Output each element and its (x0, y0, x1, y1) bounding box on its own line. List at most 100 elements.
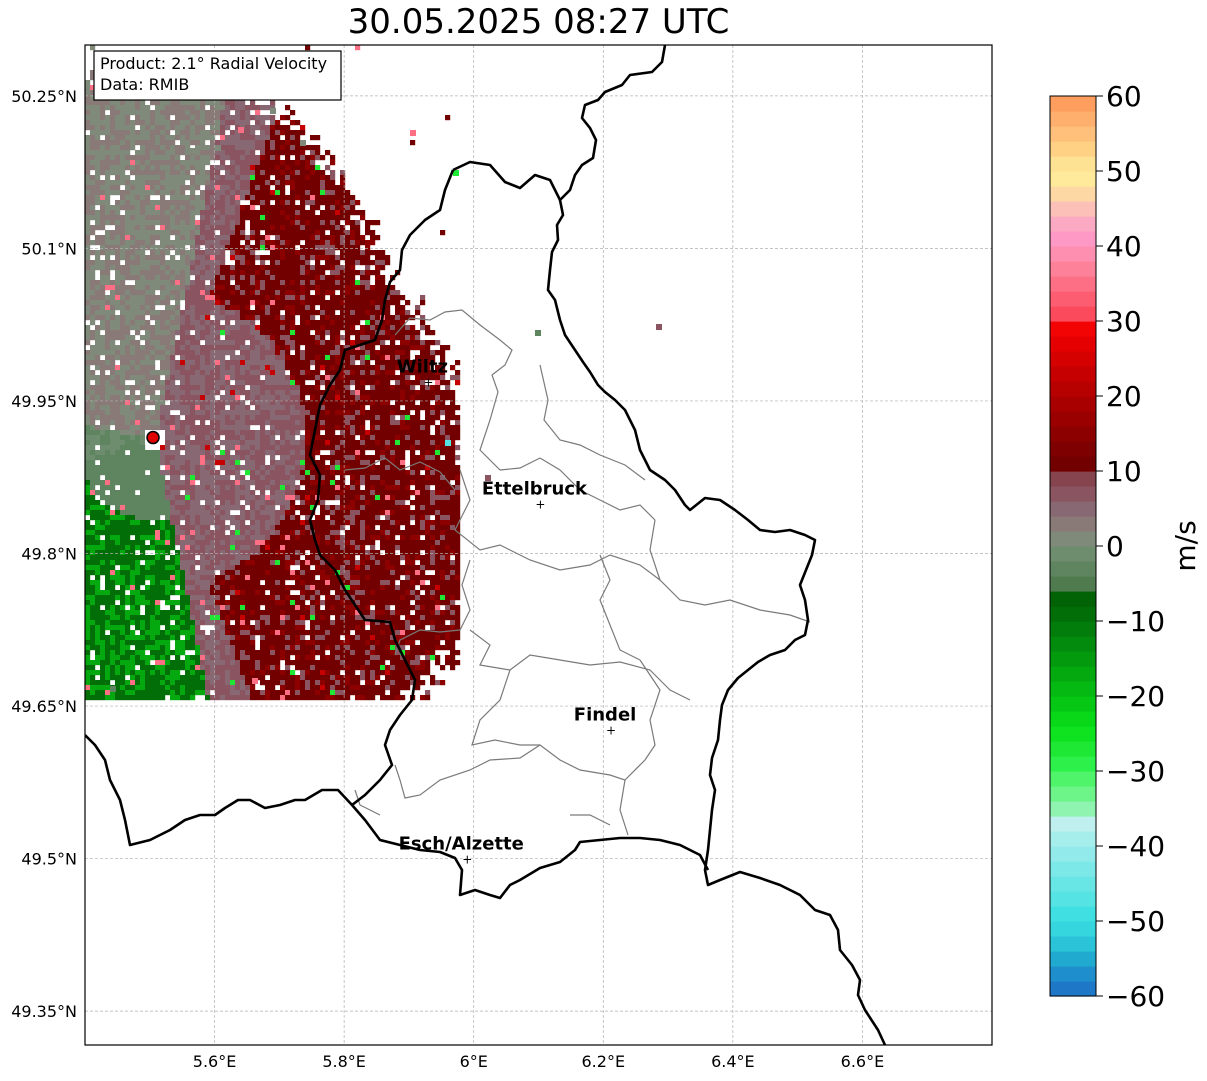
echo-pixel (340, 195, 346, 201)
echo-pixel (375, 440, 381, 446)
echo-pixel (95, 160, 101, 166)
echo-pixel (140, 230, 146, 236)
echo-pixel (150, 375, 156, 381)
echo-pixel (295, 355, 301, 361)
echo-pixel (240, 350, 246, 356)
echo-pixel (320, 330, 326, 336)
echo-pixel (325, 395, 331, 401)
echo-pixel (270, 160, 276, 166)
echo-pixel (95, 365, 101, 371)
echo-pixel (200, 420, 206, 426)
echo-pixel (270, 115, 276, 121)
echo-pixel (345, 290, 351, 296)
echo-pixel (205, 195, 211, 201)
echo-pixel (260, 430, 266, 436)
echo-pixel (145, 240, 151, 246)
echo-pixel (215, 435, 221, 441)
echo-pixel (245, 330, 251, 336)
echo-pixel (200, 495, 206, 501)
echo-pixel (120, 360, 126, 366)
echo-pixel (380, 250, 386, 256)
echo-pixel (180, 465, 186, 471)
echo-pixel (250, 365, 256, 371)
echo-pixel (390, 490, 396, 496)
echo-pixel (305, 425, 311, 431)
echo-pixel (370, 250, 376, 256)
echo-pixel (105, 280, 111, 286)
echo-pixel (200, 230, 206, 236)
echo-pixel (135, 445, 141, 451)
echo-pixel (225, 500, 231, 506)
echo-pixel (150, 200, 156, 206)
echo-pixel (320, 250, 326, 256)
echo-pixel (165, 295, 171, 301)
echo-pixel (245, 335, 251, 341)
echo-pixel (340, 190, 346, 196)
echo-pixel (280, 210, 286, 216)
echo-pixel (365, 295, 371, 301)
echo-pixel (220, 175, 226, 181)
echo-pixel (305, 340, 311, 346)
echo-pixel (400, 375, 406, 381)
echo-pixel (200, 285, 206, 291)
echo-pixel (85, 335, 91, 341)
echo-pixel (185, 415, 191, 421)
echo-pixel (125, 190, 131, 196)
echo-pixel (195, 185, 201, 191)
echo-pixel (270, 430, 276, 436)
echo-pixel (100, 250, 106, 256)
echo-pixel (440, 350, 446, 356)
echo-pixel (295, 215, 301, 221)
echo-pixel (115, 325, 121, 331)
echo-pixel (150, 345, 156, 351)
echo-pixel (430, 375, 436, 381)
echo-pixel (215, 225, 221, 231)
echo-pixel (180, 165, 186, 171)
echo-pixel (220, 205, 226, 211)
echo-pixel (390, 325, 396, 331)
echo-pixel (185, 215, 191, 221)
echo-pixel (220, 370, 226, 376)
echo-pixel (300, 315, 306, 321)
echo-pixel (215, 345, 221, 351)
echo-pixel (325, 425, 331, 431)
echo-pixel (375, 430, 381, 436)
echo-pixel (145, 280, 151, 286)
echo-pixel (380, 290, 386, 296)
echo-pixel (195, 125, 201, 131)
echo-pixel (100, 205, 106, 211)
echo-pixel (225, 375, 231, 381)
echo-pixel (100, 145, 106, 151)
echo-pixel (380, 325, 386, 331)
echo-pixel (455, 370, 461, 376)
echo-pixel (260, 480, 266, 486)
echo-pixel (305, 185, 311, 191)
echo-pixel (190, 395, 196, 401)
echo-pixel (385, 365, 391, 371)
echo-pixel (350, 465, 356, 471)
echo-pixel (300, 445, 306, 451)
echo-pixel (170, 485, 176, 491)
echo-pixel (350, 235, 356, 241)
echo-pixel (305, 190, 311, 196)
echo-pixel (175, 110, 181, 116)
echo-pixel (85, 255, 91, 261)
echo-pixel (260, 150, 266, 156)
echo-pixel (420, 390, 426, 396)
echo-pixel (110, 340, 116, 346)
echo-pixel (370, 455, 376, 461)
echo-pixel (225, 280, 231, 286)
echo-pixel (360, 330, 366, 336)
echo-pixel (350, 340, 356, 346)
echo-pixel (235, 455, 241, 461)
echo-pixel (405, 360, 411, 366)
echo-pixel (410, 400, 416, 406)
echo-pixel (350, 290, 356, 296)
echo-pixel (115, 255, 121, 261)
echo-pixel (115, 265, 121, 271)
echo-pixel (270, 365, 276, 371)
echo-pixel (230, 220, 236, 226)
echo-pixel (445, 465, 451, 471)
echo-pixel (395, 380, 401, 386)
echo-pixel (210, 340, 216, 346)
